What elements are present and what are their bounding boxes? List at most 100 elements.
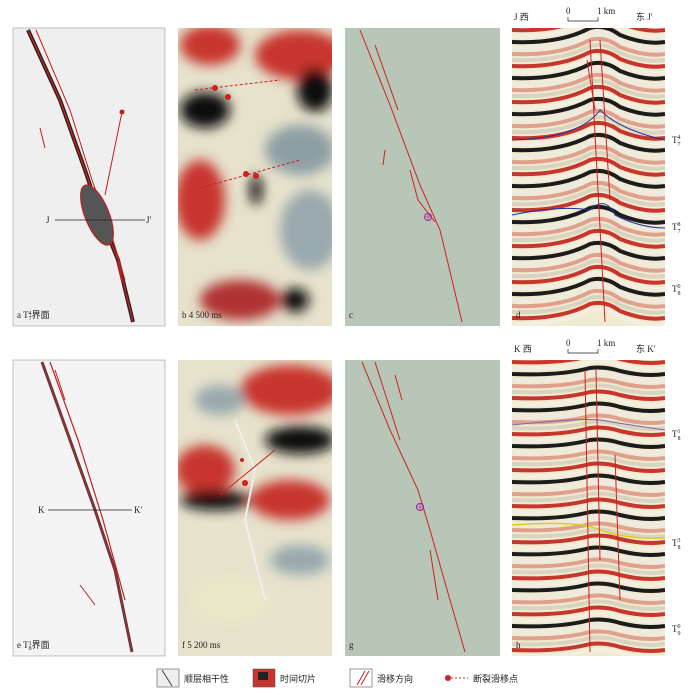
reflector (512, 635, 665, 647)
reflector (512, 360, 665, 371)
reflector (512, 132, 665, 153)
caption: g (349, 640, 354, 650)
reflector (512, 306, 665, 326)
seismic-section (512, 28, 665, 326)
reflector (512, 473, 665, 485)
reflector (512, 78, 665, 99)
reflector (512, 611, 665, 623)
caption: c (349, 310, 353, 320)
reflector (512, 455, 665, 467)
panel-g: g (345, 360, 500, 656)
reflector (512, 84, 665, 105)
reflector (512, 467, 665, 479)
scale-length: 1 km (597, 6, 615, 16)
panel-f: f 5 200 ms (178, 360, 332, 656)
seismic-section (512, 360, 665, 656)
reflector (512, 288, 665, 309)
reflector (512, 557, 665, 569)
reflector (512, 216, 665, 237)
reflector (512, 407, 665, 419)
reflector (512, 42, 665, 63)
reflector (512, 395, 665, 407)
panel-e: K K′ e T81界面 (12, 359, 166, 657)
east-label: 东 K′ (636, 343, 656, 354)
reflector (512, 114, 665, 135)
legend-label: 滑移方向 (377, 673, 413, 684)
east-label: 东 J′ (636, 11, 653, 22)
scale-length: 1 km (597, 338, 615, 348)
reflector (512, 629, 665, 641)
caption: e T81界面 (17, 640, 50, 652)
section-start: J (46, 215, 50, 225)
panel-a: J J′ a T74界面 (12, 27, 166, 327)
reflector (512, 485, 665, 497)
reflector (512, 563, 665, 575)
reflector (512, 168, 665, 189)
reflector (512, 28, 665, 33)
reflector (512, 156, 665, 177)
reflector (512, 360, 665, 365)
reflector (512, 365, 665, 377)
reflector (512, 210, 665, 231)
reflector (512, 569, 665, 581)
reflector (512, 377, 665, 389)
reflector (512, 461, 665, 473)
reflector (512, 491, 665, 503)
reflector (512, 102, 665, 123)
west-label: K 西 (514, 344, 532, 354)
legend-label: 断裂滑移点 (473, 673, 518, 684)
caption: a T74界面 (17, 310, 50, 322)
reflector (512, 174, 665, 195)
reflector (512, 66, 665, 87)
panel-b: b 4 500 ms (178, 28, 332, 326)
panel-d: d J 西 0 1 km 东 J′ T74 T78 T80 (511, 6, 681, 326)
reflector (512, 30, 665, 51)
reflector (512, 623, 665, 635)
reflector (512, 222, 665, 243)
reflector (512, 539, 665, 551)
reflector (512, 503, 665, 515)
reflector (512, 479, 665, 491)
reflector (512, 497, 665, 509)
reflector (512, 138, 665, 159)
horizon-label: T90 (672, 624, 681, 637)
legend-label: 顺层相干性 (184, 673, 229, 684)
reflector (512, 72, 665, 93)
panel-c: c (345, 28, 500, 326)
reflector (512, 294, 665, 315)
reflector (512, 641, 665, 653)
reflector (512, 383, 665, 395)
reflector (512, 96, 665, 117)
reflector (512, 605, 665, 617)
caption: b 4 500 ms (182, 310, 222, 320)
reflector (512, 264, 665, 285)
reflector (512, 28, 665, 45)
legend: 顺层相干性 时间切片 滑移方向 断裂滑移点 (156, 668, 518, 688)
horizon-label: T78 (672, 222, 681, 235)
reflector (512, 419, 665, 431)
legend-label: 时间切片 (280, 673, 316, 684)
reflector (512, 36, 665, 57)
reflector (512, 48, 665, 69)
scale-zero: 0 (566, 338, 571, 348)
reflector (512, 276, 665, 297)
reflector (512, 647, 665, 656)
reflector (512, 371, 665, 383)
reflector (512, 551, 665, 563)
reflector (512, 587, 665, 599)
reflector (512, 198, 665, 219)
caption: f 5 200 ms (182, 640, 221, 650)
scale-zero: 0 (566, 6, 571, 16)
reflector (512, 545, 665, 557)
reflector (512, 144, 665, 165)
reflector (512, 126, 665, 147)
reflector (512, 186, 665, 207)
reflector (512, 581, 665, 593)
horizon-label: T80 (672, 284, 681, 297)
caption: d (516, 310, 521, 320)
reflector (512, 300, 665, 321)
reflector (512, 228, 665, 249)
reflector (512, 593, 665, 605)
horizon-label: T81 (672, 429, 681, 442)
